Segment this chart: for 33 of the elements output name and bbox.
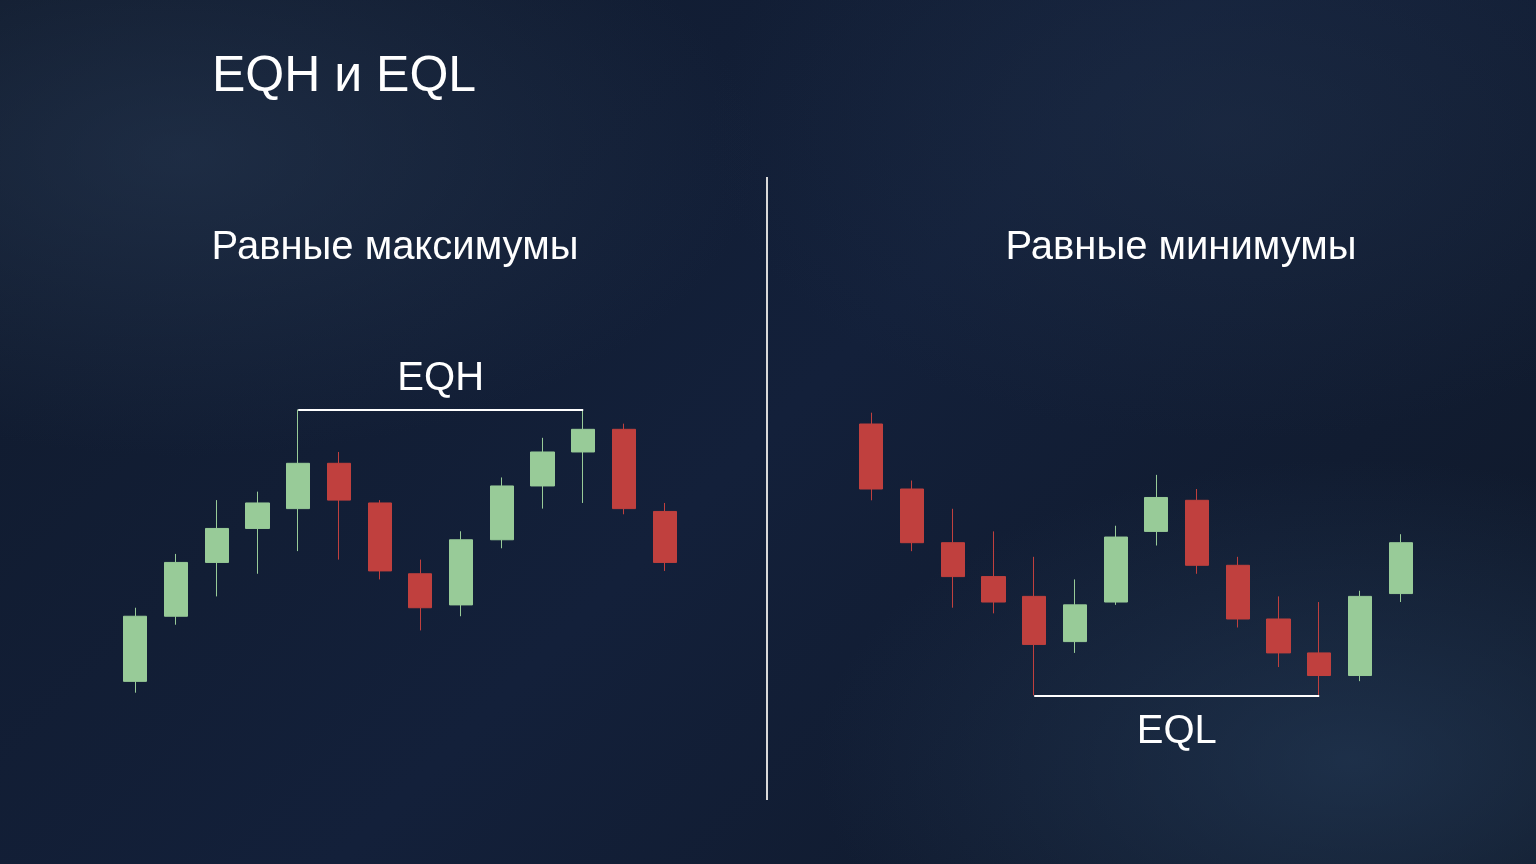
candlestick [900, 480, 924, 552]
candlestick [408, 559, 432, 631]
candlestick [286, 409, 310, 552]
ref-line-label: EQH [397, 353, 485, 398]
candlestick [164, 553, 188, 626]
candlestick [205, 499, 229, 597]
candlestick [612, 423, 636, 515]
candlestick [327, 451, 351, 561]
candlestick [1348, 590, 1372, 682]
candlestick [1022, 556, 1046, 696]
candlestick [449, 530, 473, 617]
candlestick [1266, 595, 1291, 668]
text: EQH и EQL [212, 45, 477, 104]
chart-title: Равные минимумы [1005, 223, 1357, 267]
candlestick [1307, 601, 1331, 696]
candlestick [653, 502, 677, 572]
candlestick [530, 437, 555, 510]
candlestick [1389, 533, 1413, 603]
candlestick [490, 476, 514, 549]
ref-line-label: EQL [1136, 707, 1217, 752]
candlestick [981, 530, 1006, 614]
candlestick [123, 607, 147, 694]
candlestick [245, 491, 270, 575]
candlestick [368, 499, 392, 580]
candlestick [1144, 474, 1168, 547]
chart-title: Равные максимумы [211, 223, 579, 267]
candlestick [1104, 525, 1128, 606]
candlestick [941, 508, 965, 609]
candlestick [1226, 556, 1250, 628]
candlestick [1063, 578, 1087, 654]
candlestick [1185, 488, 1209, 575]
candlestick [571, 409, 595, 504]
candlestick [859, 412, 883, 501]
